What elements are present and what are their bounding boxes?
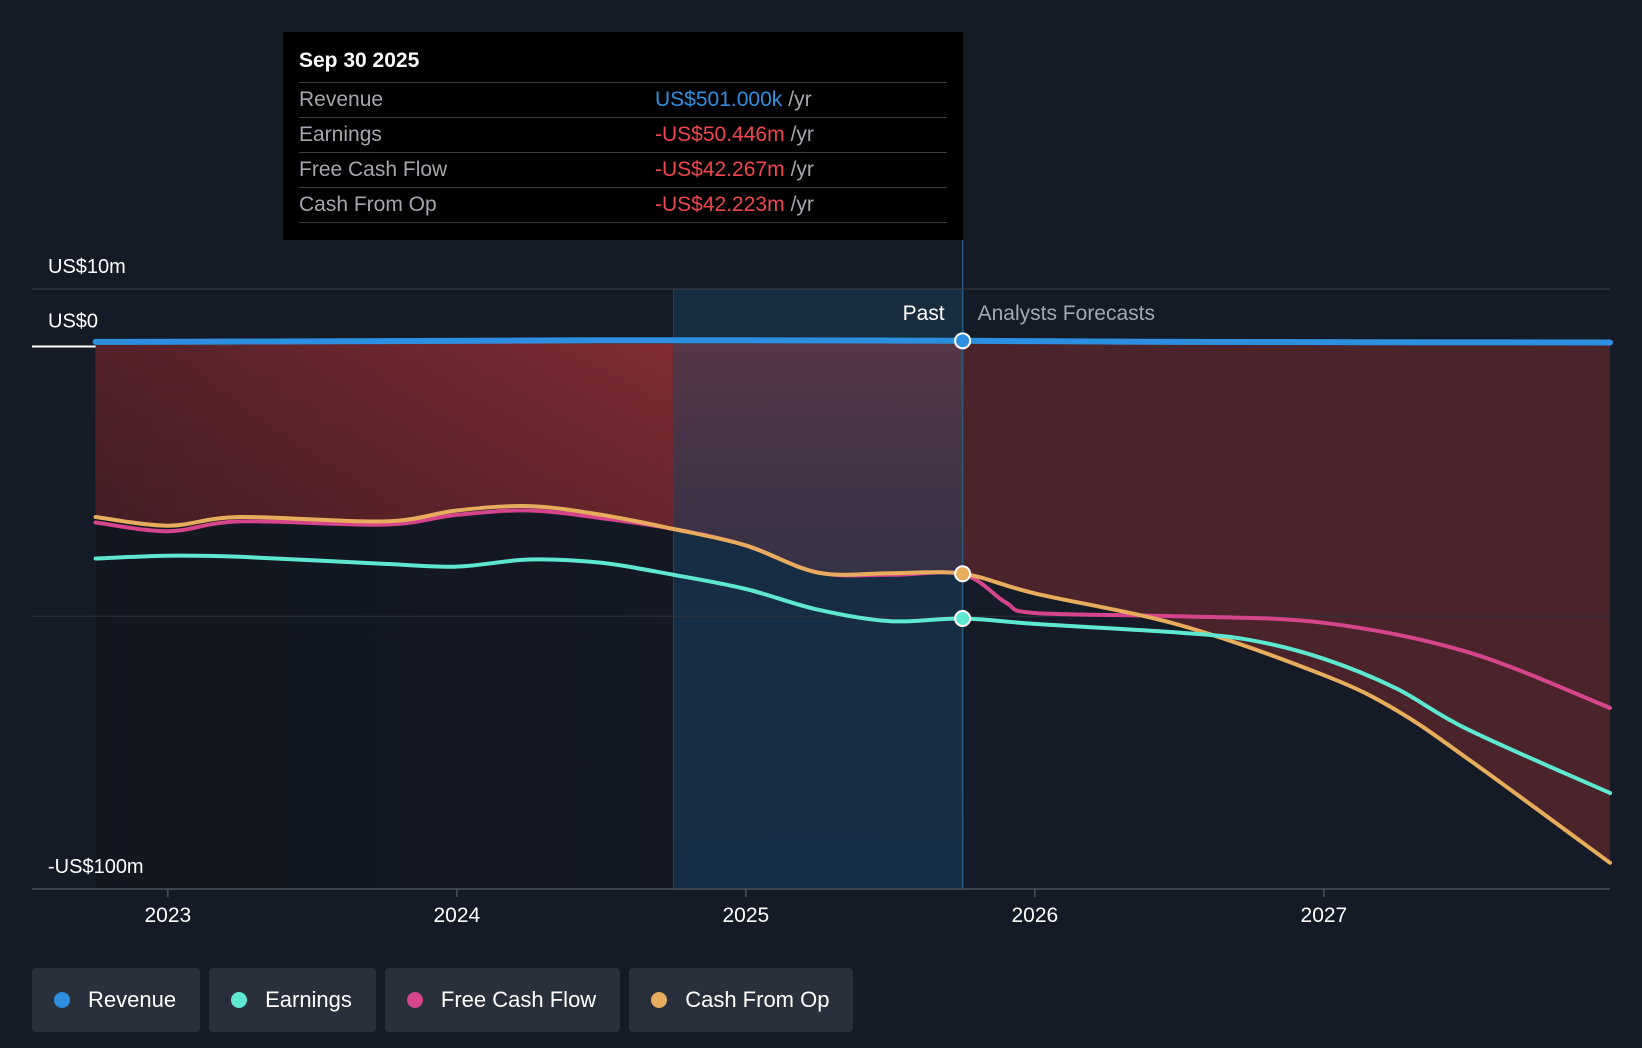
tooltip-earnings-value: -US$50.446m xyxy=(655,123,785,146)
tooltip-free-cash-flow-unit: /yr xyxy=(790,158,814,181)
legend-label-cash-from-op: Cash From Op xyxy=(685,987,830,1012)
tooltip-row-cash-from-op: Cash From Op -US$42.223m /yr xyxy=(299,187,947,223)
legend-label-revenue: Revenue xyxy=(88,987,177,1012)
tooltip-free-cash-flow-label: Free Cash Flow xyxy=(299,158,448,181)
past-year-highlight xyxy=(673,289,963,889)
legend-label-earnings: Earnings xyxy=(265,987,352,1012)
marker-cash-from-op xyxy=(954,565,972,583)
past-label: Past xyxy=(903,302,945,325)
series-line-earnings xyxy=(93,553,1612,795)
chart-legend: Revenue Earnings Free Cash Flow Cash Fro… xyxy=(32,968,854,1032)
tooltip-cash-from-op-value: -US$42.223m xyxy=(655,193,785,216)
series-line-revenue xyxy=(92,337,1613,346)
x-tick-label: 2024 xyxy=(433,904,480,927)
legend-item-revenue[interactable]: Revenue xyxy=(32,968,201,1032)
x-tick-label: 2023 xyxy=(144,904,191,927)
tooltip-earnings-label: Earnings xyxy=(299,123,382,146)
forecast-label: Analysts Forecasts xyxy=(978,302,1155,325)
x-tick-label: 2026 xyxy=(1012,904,1059,927)
data-tooltip: Sep 30 2025 Revenue US$501.000k /yr Earn… xyxy=(283,32,963,240)
x-tick-label: 2027 xyxy=(1301,904,1348,927)
tooltip-cash-from-op-unit: /yr xyxy=(790,193,814,216)
marker-layer xyxy=(954,332,972,627)
marker-revenue xyxy=(954,332,972,350)
free-cash-flow-dot-icon xyxy=(406,992,423,1008)
tooltip-earnings-unit: /yr xyxy=(790,123,814,146)
tooltip-free-cash-flow-value: -US$42.267m xyxy=(655,158,785,181)
cash-from-op-dot-icon xyxy=(651,992,668,1008)
earnings-dot-icon xyxy=(231,992,248,1008)
y-tick-label: -US$100m xyxy=(48,856,144,878)
tooltip-row-free-cash-flow: Free Cash Flow -US$42.267m /yr xyxy=(299,152,947,187)
tooltip-revenue-value: US$501.000k xyxy=(655,88,783,111)
series-layer xyxy=(92,337,1613,865)
marker-earnings xyxy=(954,609,972,627)
legend-label-free-cash-flow: Free Cash Flow xyxy=(440,987,597,1012)
grid-layer xyxy=(32,288,1610,897)
tooltip-row-revenue: Revenue US$501.000k /yr xyxy=(299,82,947,117)
tooltip-row-earnings: Earnings -US$50.446m /yr xyxy=(299,117,947,152)
chart-background-layer xyxy=(95,240,1611,890)
tooltip-revenue-unit: /yr xyxy=(788,88,812,111)
series-line-cash-from-op xyxy=(93,503,1612,865)
legend-item-cash-from-op[interactable]: Cash From Op xyxy=(629,968,854,1032)
revenue-dot-icon xyxy=(54,992,70,1008)
legend-item-free-cash-flow[interactable]: Free Cash Flow xyxy=(384,968,621,1032)
tooltip-cash-from-op-label: Cash From Op xyxy=(299,193,437,216)
y-tick-label: US$0 xyxy=(48,311,98,333)
tooltip-date: Sep 30 2025 xyxy=(299,49,420,72)
y-tick-label: US$10m xyxy=(48,256,126,278)
label-layer: US$10m US$0 -US$100m 2023 2024 2025 2026 2027 Pa… xyxy=(48,256,1347,927)
legend-item-earnings[interactable]: Earnings xyxy=(209,968,376,1032)
x-tick-label: 2025 xyxy=(722,904,769,927)
tooltip-revenue-label: Revenue xyxy=(299,88,384,111)
